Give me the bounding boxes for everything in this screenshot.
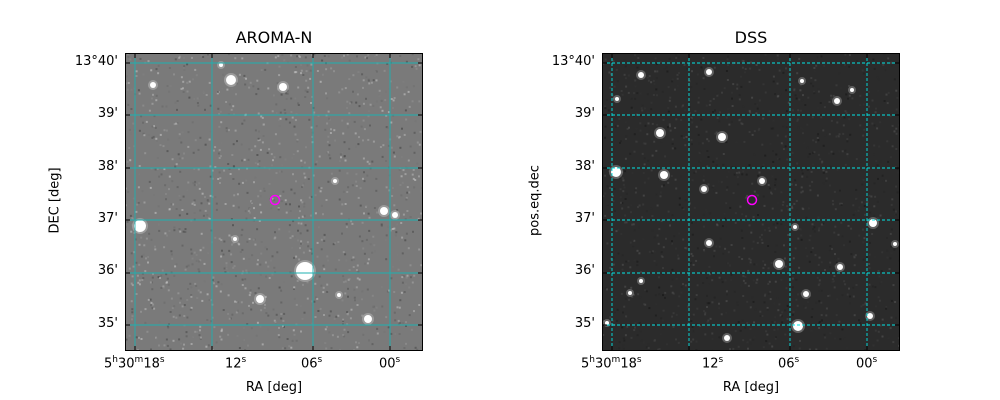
star [392, 212, 398, 218]
star [639, 279, 643, 283]
y-tick-label: 13°40' [74, 54, 118, 69]
star [706, 69, 712, 75]
star [660, 171, 668, 179]
image-background [125, 53, 423, 351]
star [800, 79, 804, 83]
image-background [602, 53, 900, 351]
x-tick-label: 5h30m18s [104, 355, 165, 372]
panel-title-dss: DSS [734, 28, 768, 47]
y-tick-label: 36' [97, 263, 118, 278]
star [226, 75, 236, 85]
star [837, 264, 843, 270]
star [803, 291, 809, 297]
image-noise [602, 53, 900, 351]
star [615, 97, 619, 101]
x-tick-label: 00s [856, 355, 878, 372]
star [724, 335, 730, 341]
y-tick-label: 37' [574, 211, 595, 226]
plot-frame [602, 53, 900, 351]
star [701, 186, 707, 192]
star [775, 260, 783, 268]
star [256, 295, 264, 303]
star [605, 321, 609, 325]
x-tick-label: 06s [301, 355, 323, 372]
y-tick-label: 38' [97, 159, 118, 174]
y-tick-label: 36' [574, 263, 595, 278]
x-tick-label: 06s [778, 355, 800, 372]
star [850, 88, 854, 92]
target-marker-circle [269, 194, 281, 206]
y-tick-label: 13°40' [551, 54, 595, 69]
star [656, 129, 664, 137]
x-axis-label-aroma-n: RA [deg] [245, 380, 303, 395]
x-axis-label-dss: RA [deg] [722, 380, 780, 395]
dss-image [602, 53, 900, 351]
y-tick-label: 35' [574, 316, 595, 331]
star [867, 313, 873, 319]
y-tick-label: 37' [97, 211, 118, 226]
star [233, 237, 237, 241]
star [718, 133, 726, 141]
star [893, 242, 897, 246]
star [611, 167, 621, 177]
star [706, 240, 712, 246]
star [793, 321, 803, 331]
y-tick-label: 38' [574, 159, 595, 174]
x-tick-label: 12s [702, 355, 724, 372]
star [219, 63, 223, 67]
x-tick-label: 12s [225, 355, 247, 372]
star [869, 219, 877, 227]
y-tick-label: 39' [574, 106, 595, 121]
y-tick-label: 39' [97, 106, 118, 121]
star [150, 82, 156, 88]
star [628, 291, 632, 295]
star [638, 72, 644, 78]
star [296, 262, 314, 280]
star [380, 207, 388, 215]
star [337, 293, 341, 297]
target-marker-circle [746, 194, 758, 206]
star [333, 179, 337, 183]
star [834, 98, 840, 104]
x-tick-label: 5h30m18s [581, 355, 642, 372]
aroma-n-image [125, 53, 423, 351]
y-tick-label: 35' [97, 316, 118, 331]
star [364, 315, 372, 323]
plot-frame [125, 53, 423, 351]
star [134, 220, 146, 232]
star [793, 225, 797, 229]
panel-title-aroma-n: AROMA-N [235, 28, 313, 47]
star [279, 83, 287, 91]
star [759, 178, 765, 184]
x-tick-label: 00s [379, 355, 401, 372]
